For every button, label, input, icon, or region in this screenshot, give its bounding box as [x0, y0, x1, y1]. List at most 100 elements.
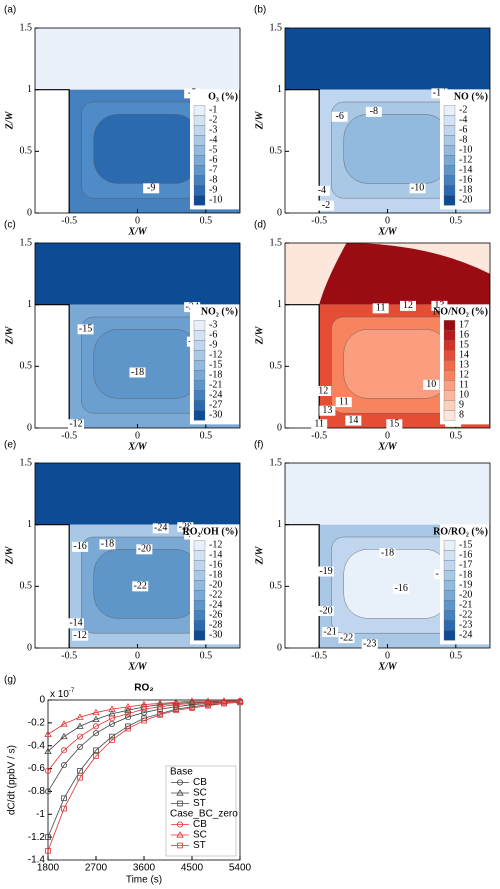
contour-label-box — [129, 367, 146, 378]
x-tick-label: 5400 — [229, 863, 252, 874]
marker — [45, 834, 51, 840]
colorbar-swatch — [193, 185, 206, 196]
colorbar-tick-label: -23 — [459, 620, 472, 631]
marker — [61, 762, 68, 769]
colorbar-swatch — [193, 570, 206, 581]
colorbar-swatch — [443, 195, 456, 206]
canyon-field — [93, 114, 200, 184]
colorbar-swatch — [193, 600, 206, 611]
colorbar-swatch — [443, 620, 456, 631]
series-line — [47, 701, 241, 851]
contour-label-box — [379, 548, 396, 559]
colorbar-swatch — [193, 360, 206, 371]
colorbar-tick-label: -15 — [459, 540, 472, 551]
y-tick-label: 1.5 — [20, 237, 33, 248]
contour-label: -14 — [69, 618, 82, 629]
canyon-field — [343, 114, 450, 184]
building — [285, 304, 320, 428]
colorbar-tick-label: -4 — [209, 135, 217, 146]
colorbar-swatch — [443, 155, 456, 166]
y-tick-label: 1 — [277, 84, 282, 95]
contour-label: -9 — [147, 183, 155, 194]
building-outline — [285, 89, 320, 213]
colorbar-tick-label: -18 — [209, 570, 222, 581]
colorbar-swatch — [193, 390, 206, 401]
y-tick-label: 0 — [277, 207, 282, 218]
colorbar-swatch — [443, 590, 456, 601]
y-axis-label: Z/W — [254, 111, 265, 131]
contour-label: -10 — [411, 183, 424, 194]
colorbar-tick-label: -8 — [459, 135, 467, 146]
above-roof-field — [285, 28, 490, 90]
legend-label: SC — [193, 830, 207, 841]
x-tick-label: 0 — [385, 650, 390, 661]
marker — [61, 747, 68, 754]
contour-label-box — [77, 324, 94, 335]
contour-label: -24 — [154, 523, 167, 534]
colorbar-title: O₃ (%) — [208, 92, 238, 103]
colorbar-swatch — [193, 590, 206, 601]
x-tick-label: 0 — [135, 430, 140, 441]
y-axis-label: Z/W — [4, 546, 15, 566]
y-tick-label: -0.6 — [28, 763, 46, 774]
colorbar-tick-label: -2 — [209, 115, 217, 126]
colorbar-tick-label: -4 — [459, 115, 467, 126]
legend-group-title: Case_BC_zero — [170, 809, 238, 820]
x-tick-label: 0.5 — [200, 430, 213, 441]
building-outline — [35, 524, 70, 648]
legend-label: CB — [193, 777, 207, 788]
marker — [236, 697, 244, 704]
marker — [92, 708, 100, 716]
colorbar-swatch — [193, 125, 206, 136]
marker — [44, 747, 52, 755]
marker — [76, 713, 84, 720]
colorbar-tick-label: -18 — [459, 570, 472, 581]
y-tick-label: 0 — [27, 207, 32, 218]
colorbar-tick-label: 17 — [459, 320, 469, 331]
colorbar-swatch — [193, 175, 206, 186]
colorbar-swatch — [443, 380, 456, 391]
contour-label: 13 — [322, 405, 332, 416]
contour-label: -18 — [101, 539, 114, 550]
above-roof-field — [285, 463, 490, 525]
marker — [77, 774, 83, 781]
contour-label: -6 — [335, 111, 343, 122]
colorbar-tick-label: -7 — [209, 165, 217, 176]
colorbar-swatch — [193, 165, 206, 176]
marker — [93, 753, 99, 759]
x-tick-label: 2700 — [85, 863, 108, 874]
x-tick-label: 0.5 — [200, 650, 213, 661]
building — [35, 304, 70, 428]
x-axis-label: X/W — [127, 441, 147, 452]
colorbar-tick-label: -18 — [209, 370, 222, 381]
contour-label: -12 — [73, 630, 86, 641]
y-tick-label: -1 — [36, 809, 45, 820]
marker — [157, 712, 163, 718]
y-tick-label: 0 — [277, 422, 282, 433]
colorbar-tick-label: 9 — [459, 400, 464, 411]
colorbar-tick-label: -1 — [209, 105, 217, 116]
y-tick-label: -0.2 — [28, 717, 46, 728]
x-axis-label: X/W — [127, 226, 147, 237]
contour-label-box — [431, 88, 448, 99]
above-roof-field — [35, 28, 240, 90]
y-tick-label: 0.5 — [270, 146, 283, 157]
y-tick-label: 1 — [27, 299, 32, 310]
colorbar-tick-label: -26 — [209, 610, 222, 621]
panel: (f)-0.500.500.511.5X/WZ/W-19-18-17-16-20… — [254, 440, 491, 672]
contour-label-box — [72, 630, 89, 641]
contour-label-box — [143, 183, 160, 194]
colorbar-swatch — [193, 350, 206, 361]
colorbar-swatch — [443, 370, 456, 381]
y-tick-label: 0.5 — [270, 361, 283, 372]
colorbar-swatch — [193, 370, 206, 381]
colorbar-swatch — [443, 540, 456, 551]
marker — [221, 700, 227, 707]
colorbar-tick-label: -20 — [459, 590, 472, 601]
y-multiplier-exponent: -7 — [69, 688, 75, 694]
y-tick-label: 0.5 — [20, 146, 33, 157]
marker — [188, 697, 196, 704]
marker — [76, 722, 84, 729]
colorbar-title: NO/NO₂ (%) — [433, 307, 488, 318]
